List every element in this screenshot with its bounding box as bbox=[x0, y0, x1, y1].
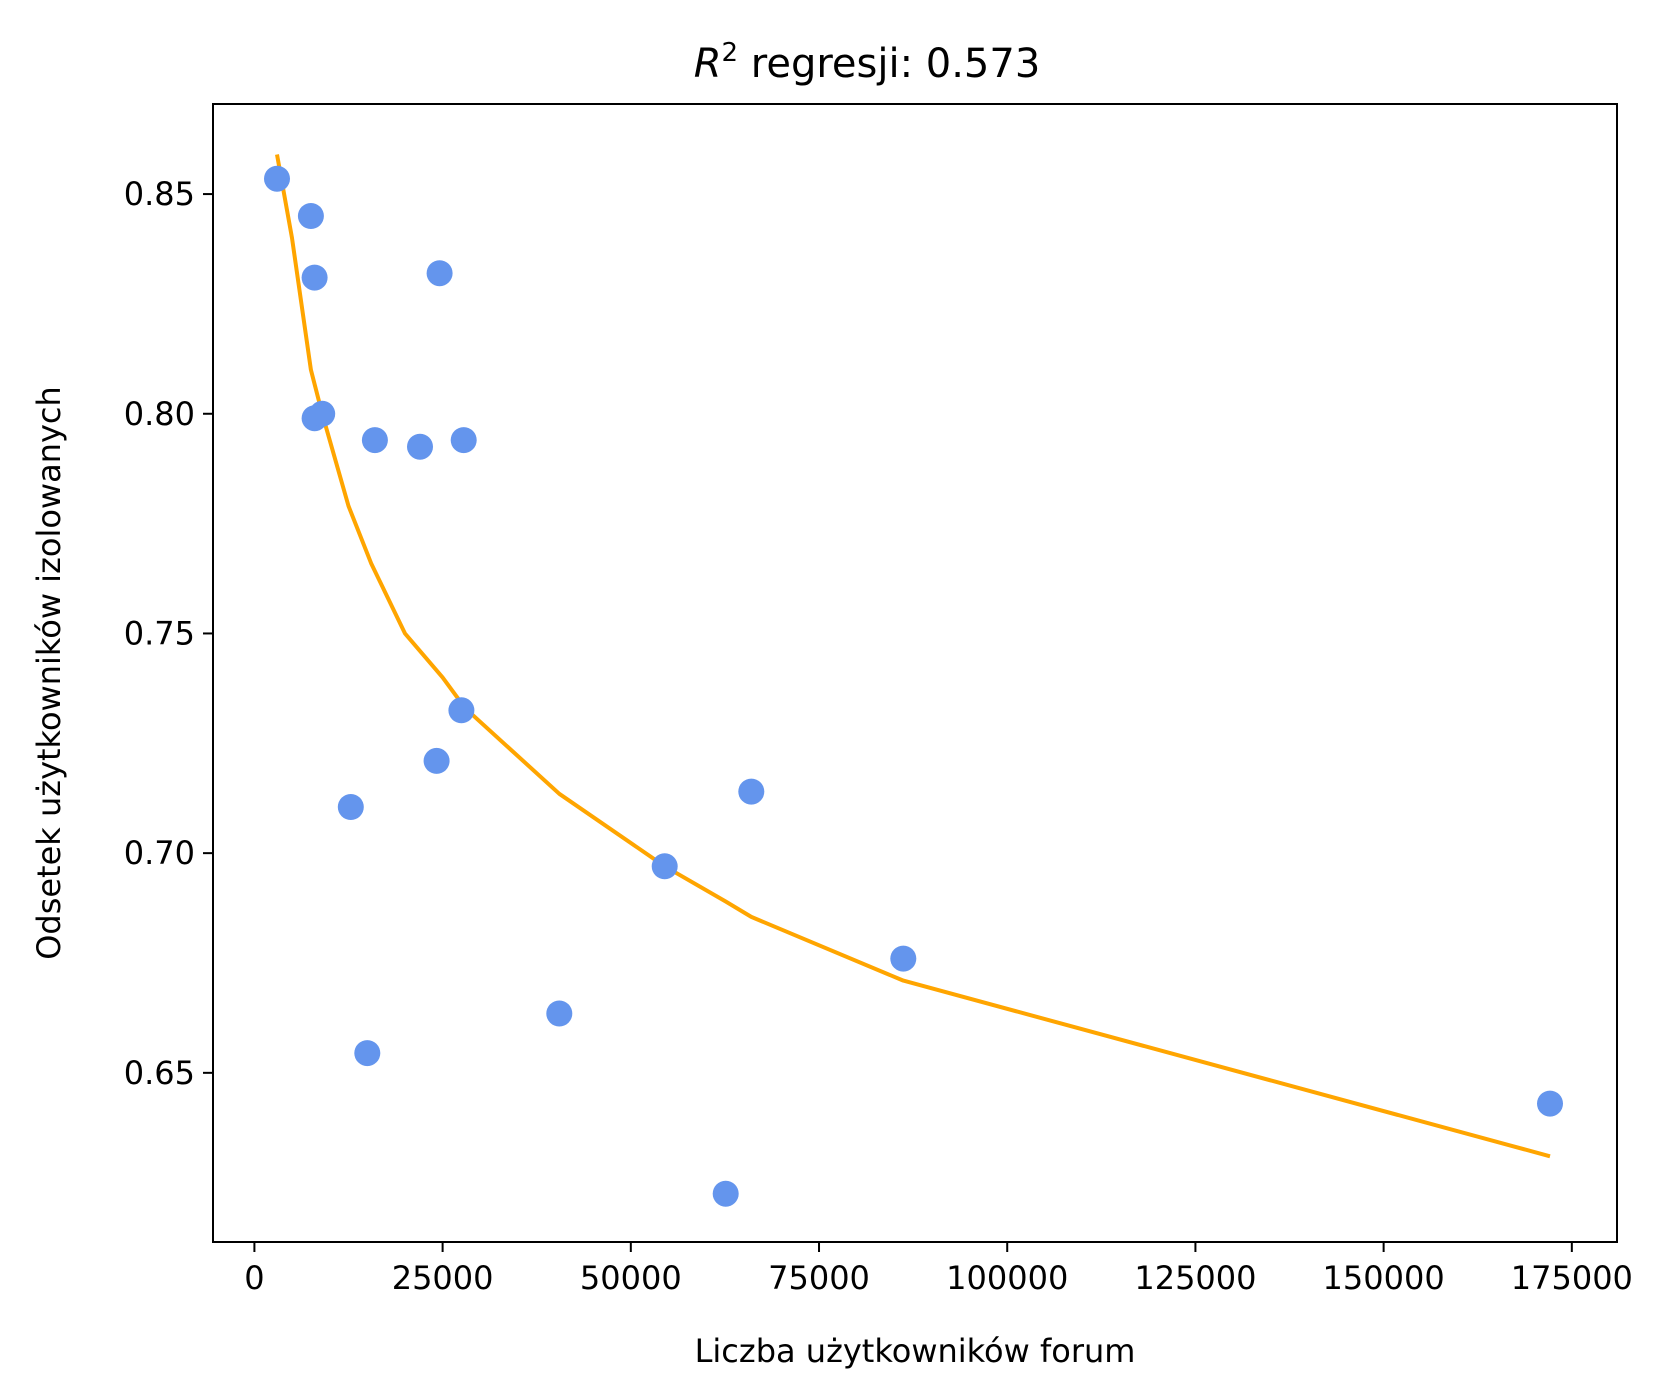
scatter-point bbox=[546, 1000, 573, 1027]
regression-fit-layer bbox=[275, 154, 1551, 1159]
x-axis-ticks: 0 25000 50000 75000 100000 125000 150000 175000 bbox=[244, 1242, 1633, 1297]
y-tick-label: 0.85 bbox=[124, 175, 195, 213]
x-axis-label: Liczba użytkowników forum bbox=[695, 1332, 1136, 1370]
scatter-point bbox=[651, 853, 678, 880]
y-tick-label: 0.80 bbox=[124, 395, 195, 433]
scatter-point bbox=[354, 1040, 381, 1067]
x-tick-label: 150000 bbox=[1323, 1259, 1445, 1297]
title-superscript: 2 bbox=[722, 38, 739, 68]
scatter-point bbox=[426, 260, 453, 287]
scatter-point bbox=[264, 165, 290, 192]
y-tick-label: 0.65 bbox=[124, 1054, 195, 1092]
scatter-points-layer bbox=[264, 165, 1563, 1207]
title-r: R bbox=[694, 41, 722, 87]
scatter-point bbox=[738, 778, 765, 805]
y-axis-label: Odsetek użytkowników izolowanych bbox=[30, 386, 68, 960]
chart-title: R2 regresji: 0.573 bbox=[694, 38, 1041, 87]
x-tick-label: 100000 bbox=[946, 1259, 1068, 1297]
scatter-point bbox=[448, 697, 475, 724]
x-tick-label: 175000 bbox=[1511, 1259, 1633, 1297]
scatter-point bbox=[450, 427, 477, 454]
y-tick-label: 0.75 bbox=[124, 614, 195, 652]
scatter-point bbox=[309, 400, 336, 427]
regression-fit-line bbox=[275, 154, 1551, 1159]
scatter-point bbox=[890, 945, 917, 972]
x-tick-label: 125000 bbox=[1134, 1259, 1256, 1297]
title-rest: regresji: 0.573 bbox=[738, 41, 1040, 87]
scatter-point bbox=[423, 747, 450, 774]
scatter-point bbox=[297, 203, 324, 229]
plot-frame bbox=[212, 103, 1618, 1243]
scatter-point bbox=[407, 433, 433, 460]
scatter-point bbox=[301, 264, 328, 291]
scatter-point bbox=[1537, 1090, 1563, 1117]
y-tick-label: 0.70 bbox=[124, 834, 195, 872]
scatter-point bbox=[337, 794, 364, 820]
scatter-point bbox=[361, 427, 388, 454]
x-tick-label: 50000 bbox=[580, 1259, 682, 1297]
x-tick-label: 75000 bbox=[768, 1259, 870, 1297]
scatter-point bbox=[712, 1180, 739, 1207]
x-tick-label: 0 bbox=[244, 1259, 264, 1297]
x-tick-label: 25000 bbox=[392, 1259, 494, 1297]
y-axis-ticks: 0.65 0.70 0.75 0.80 0.85 bbox=[124, 175, 213, 1092]
